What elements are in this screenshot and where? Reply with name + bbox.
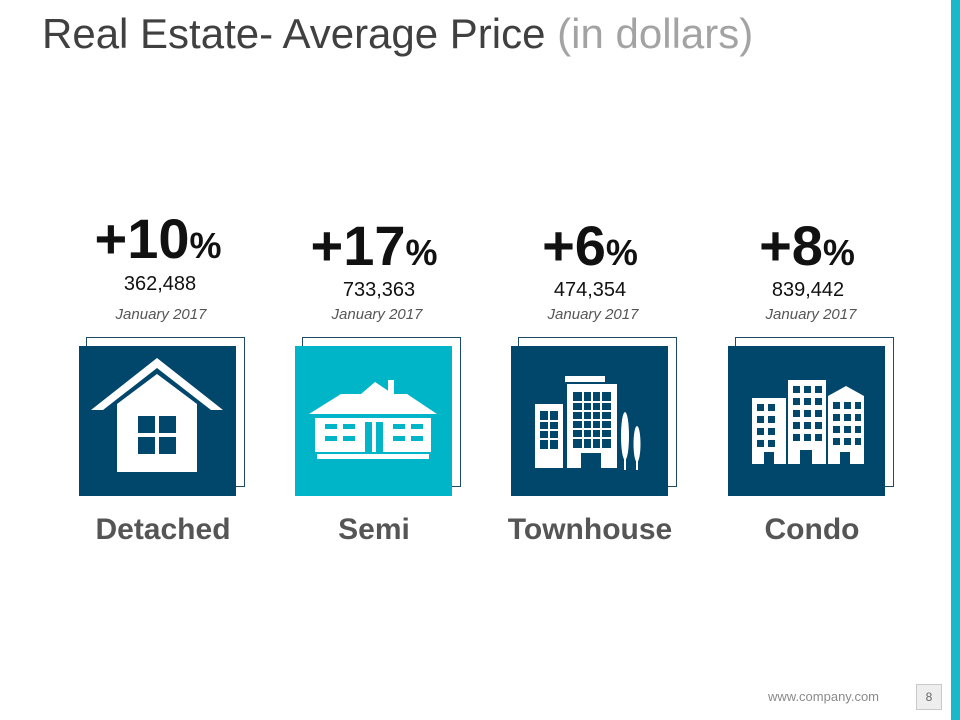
percent-change: +8% [759, 214, 855, 277]
card-townhouse: +6% 474,354 January 2017 [490, 0, 690, 720]
townhouse-icon [511, 346, 668, 496]
price-value: 474,354 [553, 279, 627, 301]
card-condo: +8% 839,442 January 2017 [707, 0, 907, 720]
title-main: Real Estate- Average Price [42, 10, 546, 57]
title-sub: (in dollars) [557, 10, 754, 57]
footer-url[interactable]: www.company.com [768, 689, 880, 704]
house-icon [79, 346, 236, 496]
price-value: 839,442 [771, 279, 845, 301]
page-title: Real Estate- Average Price (in dollars) [42, 6, 753, 62]
category-label: Townhouse [507, 513, 673, 546]
price-value: 362,488 [123, 273, 197, 295]
semi-house-icon [295, 346, 452, 496]
date-label: January 2017 [765, 306, 857, 323]
date-label: January 2017 [547, 306, 639, 323]
category-label: Condo [764, 513, 860, 546]
percent-change: +17% [310, 214, 438, 277]
condo-icon [728, 346, 885, 496]
category-label: Detached [95, 513, 231, 546]
category-label: Semi [338, 513, 410, 546]
card-semi: +17% 733,363 January 2017 Semi [274, 0, 474, 720]
price-value: 733,363 [342, 279, 416, 301]
percent-change: +10% [94, 207, 222, 270]
date-label: January 2017 [115, 306, 207, 323]
accent-bar [951, 0, 960, 720]
page-number: 8 [916, 684, 942, 710]
percent-change: +6% [542, 214, 638, 277]
date-label: January 2017 [331, 306, 423, 323]
card-detached: +10% 362,488 January 2017 Detached [58, 0, 258, 720]
